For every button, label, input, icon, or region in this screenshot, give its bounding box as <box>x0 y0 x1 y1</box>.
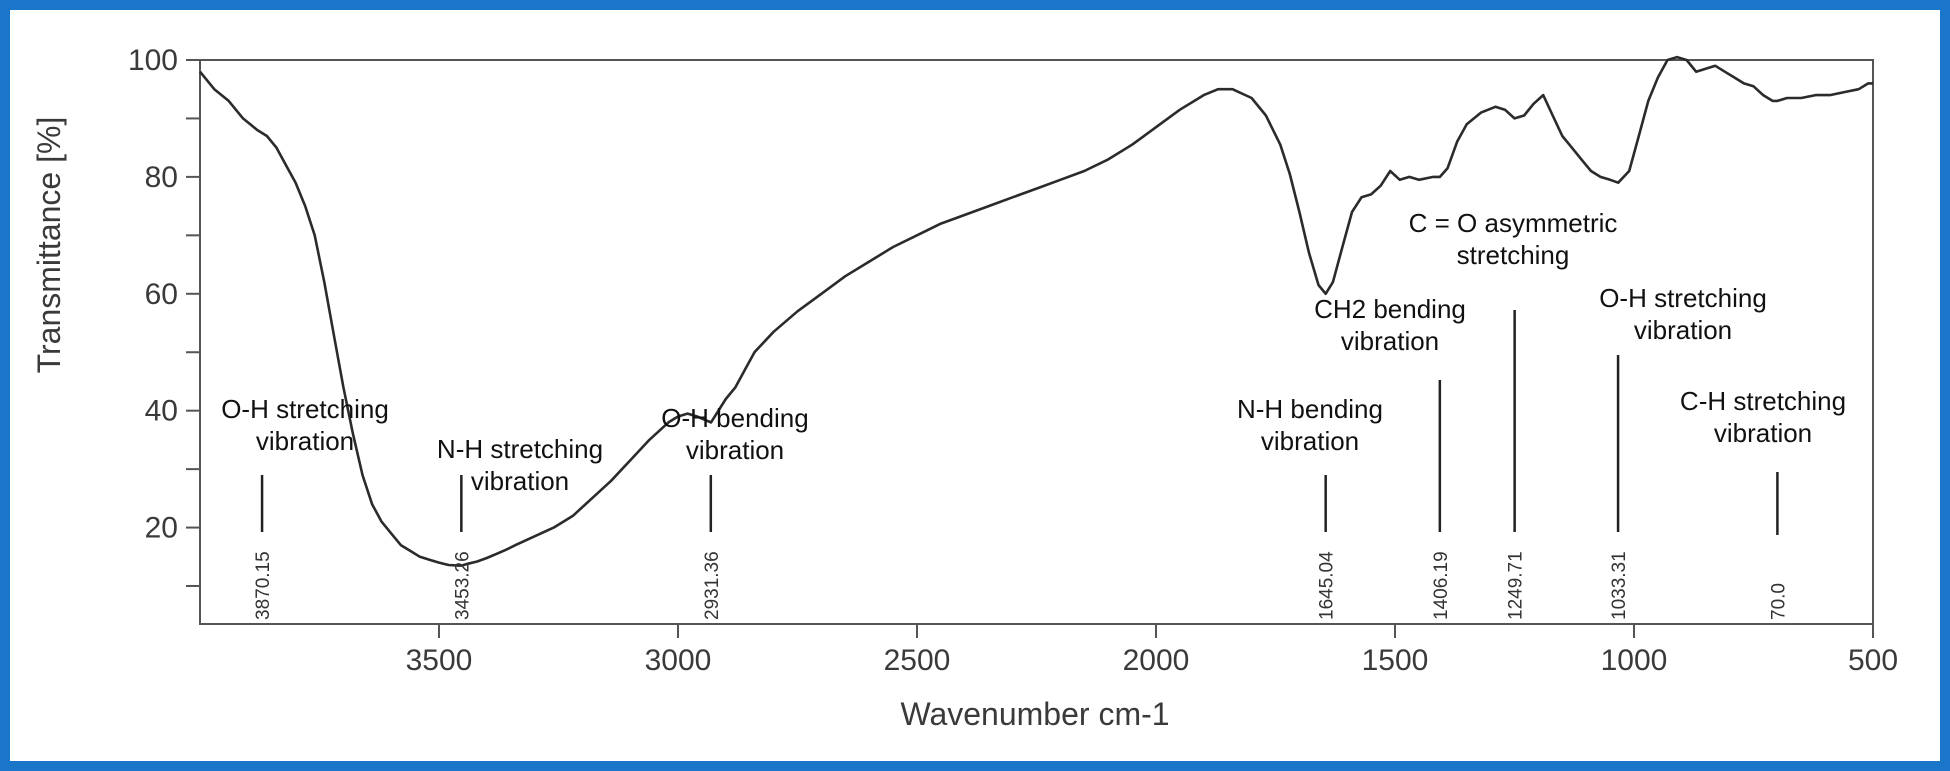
annotation-line: C = O asymmetric <box>1409 208 1618 238</box>
x-tick-label: 2000 <box>1123 644 1190 677</box>
annotation-label: N-H stretching vibration <box>437 434 603 496</box>
annotation-line: vibration <box>1634 315 1732 345</box>
peak-markers: 3870.15 3453.26 2931.36 1645.04 1406.19 1249.… <box>253 310 1789 620</box>
annotation-line: stretching <box>1457 240 1570 270</box>
spectrum-line <box>198 55 1873 567</box>
x-tick-label: 500 <box>1848 644 1898 677</box>
annotation-label: C = O asymmetric stretching <box>1409 208 1618 270</box>
y-tick-label: 40 <box>145 395 178 428</box>
annotation-label: O-H stretching vibration <box>221 394 389 456</box>
annotation-label: O-H stretching vibration <box>1599 283 1767 345</box>
peak-wavenumber-label: 1645.04 <box>1317 551 1338 620</box>
annotation-line: vibration <box>686 435 784 465</box>
plot-area-border <box>199 59 1874 625</box>
annotation-label: N-H bending vibration <box>1237 394 1383 456</box>
annotation-line: vibration <box>1714 418 1812 448</box>
annotation-line: N-H bending <box>1237 394 1383 424</box>
x-axis-title: Wavenumber cm-1 <box>900 696 1169 732</box>
peak-wavenumber-label: 70.0 <box>1768 583 1789 620</box>
peak-wavenumber-label: 1033.31 <box>1609 551 1630 620</box>
annotation-line: C-H stretching <box>1680 386 1846 416</box>
annotation-line: vibration <box>256 426 354 456</box>
x-tick-label: 1000 <box>1601 644 1668 677</box>
peak-wavenumber-label: 3453.26 <box>452 551 473 620</box>
x-axis-ticks: 3500 3000 2500 2000 1500 1000 500 <box>406 624 1898 677</box>
annotation-line: vibration <box>471 466 569 496</box>
annotation-line: O-H stretching <box>221 394 389 424</box>
y-tick-label: 100 <box>128 44 178 77</box>
y-tick-label: 80 <box>145 161 178 194</box>
y-tick-label: 20 <box>145 512 178 545</box>
peak-wavenumber-label: 3870.15 <box>253 551 274 620</box>
annotation-line: CH2 bending <box>1314 294 1466 324</box>
y-axis-ticks: 20 40 60 80 100 <box>128 44 200 588</box>
annotation-line: O-H bending <box>661 403 808 433</box>
peak-wavenumber-label: 1249.71 <box>1506 551 1527 620</box>
peak-wavenumber-label: 1406.19 <box>1431 551 1452 620</box>
annotation-line: vibration <box>1341 326 1439 356</box>
y-tick-label: 60 <box>145 278 178 311</box>
x-tick-label: 3000 <box>645 644 712 677</box>
peak-wavenumber-label: 2931.36 <box>702 551 723 620</box>
annotation-label: CH2 bending vibration <box>1314 294 1466 356</box>
x-tick-label: 2500 <box>884 644 951 677</box>
peak-annotations: O-H stretching vibration N-H stretching vib… <box>221 208 1846 496</box>
annotation-line: vibration <box>1261 426 1359 456</box>
annotation-label: O-H bending vibration <box>661 403 808 465</box>
x-tick-label: 3500 <box>406 644 473 677</box>
y-axis-title: Transmittance [%] <box>31 117 67 374</box>
annotation-label: C-H stretching vibration <box>1680 386 1846 448</box>
x-tick-label: 1500 <box>1362 644 1429 677</box>
annotation-line: N-H stretching <box>437 434 603 464</box>
annotation-line: O-H stretching <box>1599 283 1767 313</box>
